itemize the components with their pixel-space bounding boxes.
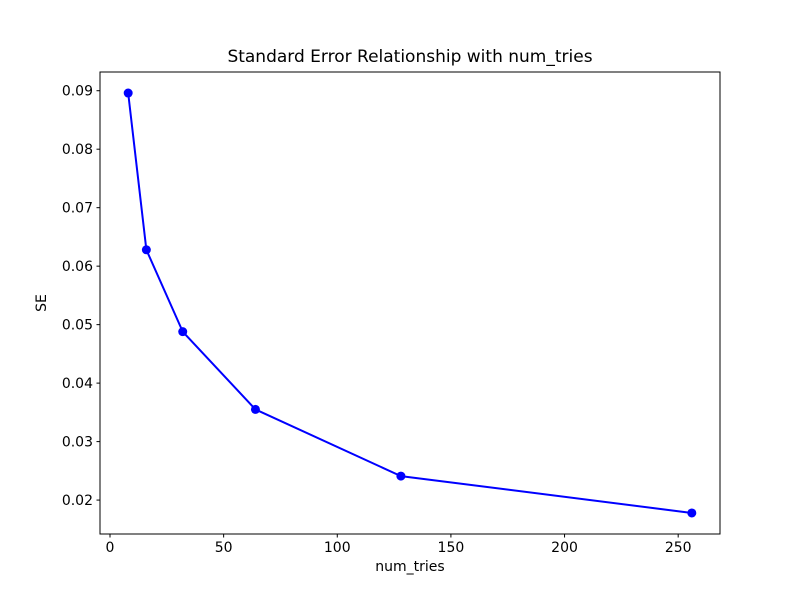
x-tick-label: 200 <box>551 540 578 556</box>
x-tick-label: 0 <box>106 540 115 556</box>
data-point <box>396 471 406 481</box>
y-tick-label: 0.03 <box>62 435 93 451</box>
data-point <box>141 245 151 255</box>
y-axis-label: SE <box>34 294 50 312</box>
x-axis-label: num_tries <box>375 559 444 575</box>
y-tick-label: 0.08 <box>62 142 93 158</box>
x-tick-label: 150 <box>438 540 465 556</box>
data-series <box>123 88 697 518</box>
data-point <box>178 327 188 337</box>
y-tick-label: 0.09 <box>62 84 93 100</box>
plot-area <box>100 72 720 534</box>
y-tick-label: 0.06 <box>62 259 93 275</box>
data-point <box>123 88 133 98</box>
data-point <box>250 404 260 414</box>
y-tick-label: 0.04 <box>62 376 93 392</box>
axes-spines <box>99 71 721 535</box>
x-tick-label: 100 <box>324 540 351 556</box>
data-line <box>127 92 693 514</box>
y-tick-label: 0.02 <box>62 493 93 509</box>
y-tick-label: 0.07 <box>62 201 93 217</box>
y-tick-label: 0.05 <box>62 318 93 334</box>
x-axis-ticks: 0 50 100 150 200 250 <box>106 534 692 556</box>
data-point <box>687 508 697 518</box>
y-axis-ticks: 0.02 0.03 0.04 0.05 0.06 0.07 0.08 0.09 <box>62 84 100 509</box>
x-tick-label: 250 <box>665 540 692 556</box>
x-tick-label: 50 <box>215 540 233 556</box>
chart-title: Standard Error Relationship with num_tri… <box>227 47 592 67</box>
